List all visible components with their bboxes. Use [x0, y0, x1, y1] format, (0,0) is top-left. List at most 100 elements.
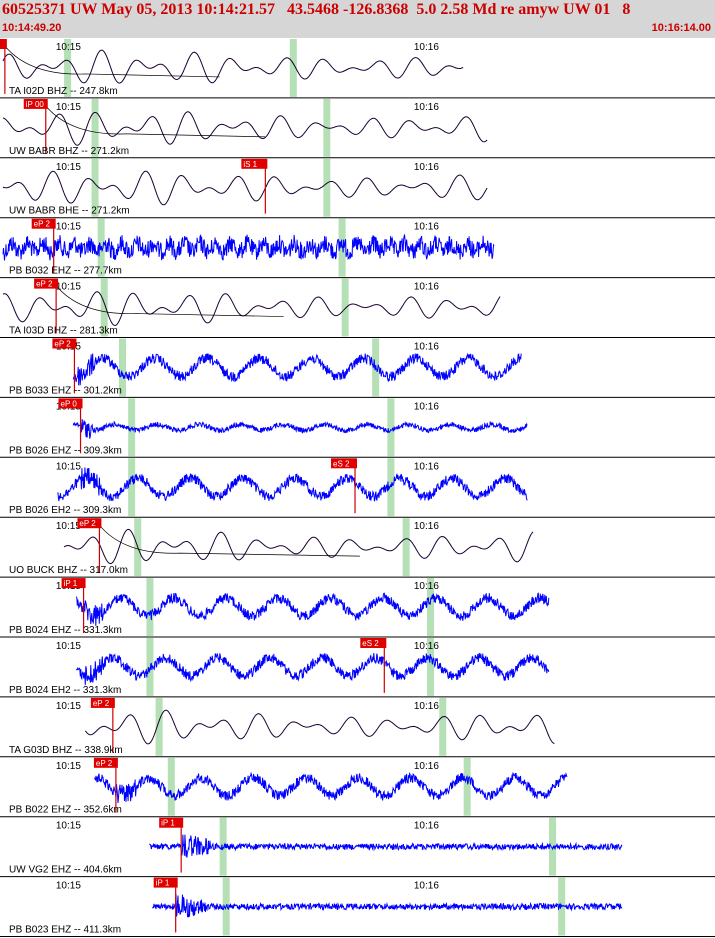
- window-marker: [64, 39, 72, 97]
- event-title: 60525371 UW May 05, 2013 10:14:21.57 43.…: [2, 1, 631, 18]
- waveform: [63, 528, 534, 565]
- station-label: PB B032 EHZ -- 277.7km: [9, 266, 122, 277]
- minute-label: 10:16: [414, 102, 439, 113]
- window-marker: [289, 39, 297, 97]
- p-pick-label: iP 1: [156, 879, 170, 888]
- p-pick-box: [90, 697, 115, 708]
- p-pick-box: [23, 98, 48, 109]
- minute-label: 10:16: [414, 461, 439, 472]
- minute-label: 10:16: [414, 222, 439, 233]
- trace-row: 10:15 10:16 iP 00 UW BABR BHZ -- 271.2km: [0, 98, 715, 159]
- p-pick-label: eP 2: [96, 759, 113, 768]
- waveform: [72, 419, 528, 439]
- window-marker: [146, 578, 154, 636]
- minute-label: 10:16: [414, 881, 439, 892]
- station-label: PB B024 EHZ -- 331.3km: [9, 625, 122, 636]
- waveform: [57, 467, 528, 502]
- station-label: PB B024 EH2 -- 331.3km: [9, 685, 121, 696]
- window-marker: [91, 158, 99, 217]
- minute-label: 10:15: [56, 881, 81, 892]
- minute-label: 10:15: [56, 761, 81, 772]
- window-marker: [427, 578, 435, 636]
- p-pick-label: eP 2: [34, 220, 51, 229]
- p-pick-box: [61, 578, 86, 589]
- minute-label: 10:16: [414, 42, 439, 53]
- waveform: [152, 894, 623, 918]
- p-pick-label: eP 2: [79, 519, 96, 528]
- minute-label: 10:16: [414, 401, 439, 412]
- p-pick-label: eP 0: [61, 399, 78, 408]
- s-pick-label: iS 1: [243, 160, 257, 169]
- station-label: PB B023 EHZ -- 411.3km: [9, 925, 121, 936]
- minute-label: 10:15: [56, 461, 81, 472]
- trace-row: 10:15 10:16 eP 2 TA I03D BHZ -- 281.3km: [0, 278, 715, 338]
- p-pick-label: iP 1: [161, 819, 175, 828]
- window-marker: [119, 338, 126, 397]
- p-pick-box: [52, 338, 77, 349]
- p-pick-label: iP 00: [26, 100, 45, 109]
- station-label: PB B022 EHZ -- 352.6km: [9, 805, 122, 816]
- trace-row: 10:15 10:16 eS 2 PB B024 EH2 -- 331.3km: [0, 638, 715, 698]
- window-marker: [439, 697, 447, 756]
- station-label: PB B026 EHZ -- 309.3km: [9, 445, 122, 456]
- trace-row: 10:15 10:16 eP 2 PB B022 EHZ -- 352.6km: [0, 757, 715, 818]
- trace-row: 10:15 10:16 eS 2 PB B026 EH2 -- 309.3km: [0, 458, 715, 518]
- minute-label: 10:16: [414, 521, 439, 532]
- p-pick-label: eP 2: [36, 280, 53, 289]
- station-label: UW BABR BHE -- 271.2km: [9, 206, 130, 217]
- window-marker: [219, 817, 227, 876]
- trace-row: 10:15 10:16 iP 1 UW VG2 EHZ -- 404.6km: [0, 817, 715, 878]
- minute-label: 10:16: [414, 581, 439, 592]
- window-marker: [100, 278, 108, 337]
- waveform: [2, 170, 488, 206]
- window-marker: [128, 458, 136, 517]
- station-label: PB B026 EH2 -- 309.3km: [9, 505, 121, 516]
- waveform: [75, 592, 550, 626]
- trace-row: 10:15 10:16 eP 2 PB B032 EHZ -- 277.7km: [0, 218, 715, 279]
- start-time: 10:14:49.20: [2, 22, 62, 34]
- header-bar: 60525371 UW May 05, 2013 10:14:21.57 43.…: [0, 0, 715, 38]
- minute-label: 10:15: [56, 162, 81, 173]
- waveform: [2, 111, 488, 146]
- window-marker: [146, 638, 154, 696]
- waveform: [75, 652, 550, 686]
- trace-row: 10:15 10:16 iS 1 UW BABR BHE -- 271.2km: [0, 158, 715, 219]
- station-label: TA I03D BHZ -- 281.3km: [9, 326, 118, 337]
- p-pick-box: [0, 39, 7, 49]
- window-marker: [427, 638, 435, 696]
- waveform: [2, 233, 495, 261]
- p-pick-box: [31, 218, 56, 229]
- model-curve: [99, 524, 360, 557]
- waveform: [149, 834, 623, 858]
- minute-label: 10:16: [414, 701, 439, 712]
- s-pick-label: eS 2: [362, 639, 379, 648]
- minute-label: 10:15: [56, 102, 81, 113]
- minute-label: 10:15: [56, 701, 81, 712]
- minute-label: 10:15: [56, 222, 81, 233]
- s-pick-box: [360, 638, 387, 648]
- minute-label: 10:15: [56, 282, 81, 293]
- minute-label: 10:16: [414, 162, 439, 173]
- p-pick-box: [58, 398, 83, 409]
- minute-label: 10:16: [414, 641, 439, 652]
- trace-row: 10:15 10:16 iP 1 PB B023 EHZ -- 411.3km: [0, 877, 715, 937]
- minute-label: 10:16: [414, 282, 439, 293]
- s-pick-box: [241, 158, 268, 169]
- station-label: PB B033 EHZ -- 301.2km: [9, 385, 122, 396]
- window-marker: [167, 757, 175, 816]
- minute-label: 10:16: [414, 761, 439, 772]
- s-pick-box: [331, 458, 358, 469]
- waveform: [72, 352, 522, 386]
- window-marker: [155, 697, 163, 756]
- p-pick-box: [153, 877, 178, 888]
- station-label: UO BUCK BHZ -- 317.0km: [9, 565, 128, 576]
- s-pick-label: eS 2: [333, 459, 350, 468]
- p-pick-box: [34, 278, 59, 289]
- p-pick-box: [93, 757, 118, 768]
- window-marker: [387, 458, 395, 517]
- end-time: 10:16:14.00: [651, 22, 711, 34]
